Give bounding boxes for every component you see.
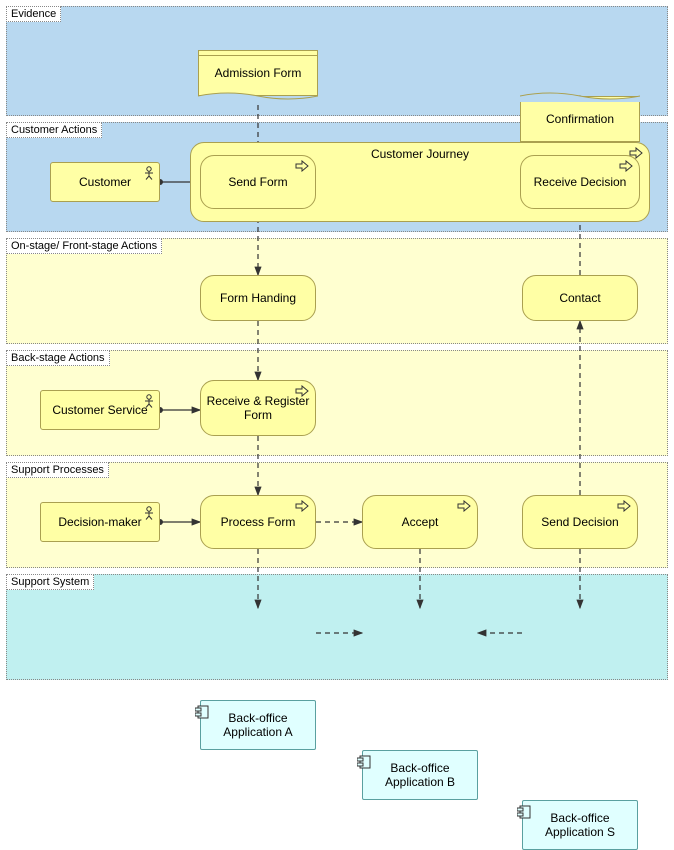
node-process_form: Process Form xyxy=(200,495,316,549)
node-decision_maker: Decision-maker xyxy=(40,502,160,542)
node-label-receive_decision: Receive Decision xyxy=(534,175,627,189)
node-cust_service: Customer Service xyxy=(40,390,160,430)
node-label-decision_maker: Decision-maker xyxy=(58,515,141,529)
lane-label-support_s: Support System xyxy=(6,574,94,590)
node-customer: Customer xyxy=(50,162,160,202)
node-label-contact: Contact xyxy=(559,291,600,305)
lane-support_s: Support System xyxy=(6,574,668,680)
node-label-recv_register: Receive & Register Form xyxy=(205,394,311,422)
node-label-confirmation: Confirmation xyxy=(546,112,614,126)
node-confirmation: Confirmation xyxy=(520,96,640,142)
node-accept: Accept xyxy=(362,495,478,549)
node-label-send_decision: Send Decision xyxy=(541,515,618,529)
node-contact: Contact xyxy=(522,275,638,321)
node-label-app_a: Back-office Application A xyxy=(205,711,311,739)
node-label-admission_form: Admission Form xyxy=(215,66,302,80)
node-label-cust_service: Customer Service xyxy=(52,403,147,417)
evidence-wave-admission_form xyxy=(198,92,318,102)
node-label-customer: Customer xyxy=(79,175,131,189)
lane-label-onstage: On-stage/ Front-stage Actions xyxy=(6,238,162,254)
node-app_s: Back-office Application S xyxy=(522,800,638,850)
lane-label-evidence: Evidence xyxy=(6,6,61,22)
node-form_handing: Form Handing xyxy=(200,275,316,321)
diagram-canvas: Evidence Customer Actions On-stage/ Front-… xyxy=(0,0,674,698)
node-label-process_form: Process Form xyxy=(221,515,296,529)
node-receive_decision: Receive Decision xyxy=(520,155,640,209)
node-send_form: Send Form xyxy=(200,155,316,209)
lane-label-support_p: Support Processes xyxy=(6,462,109,478)
lane-label-backstage: Back-stage Actions xyxy=(6,350,110,366)
node-app_a: Back-office Application A xyxy=(200,700,316,750)
node-label-form_handing: Form Handing xyxy=(220,291,296,305)
node-label-app_s: Back-office Application S xyxy=(527,811,633,839)
lane-label-cust_act: Customer Actions xyxy=(6,122,102,138)
node-label-app_b: Back-office Application B xyxy=(367,761,473,789)
node-recv_register: Receive & Register Form xyxy=(200,380,316,436)
node-app_b: Back-office Application B xyxy=(362,750,478,800)
node-label-send_form: Send Form xyxy=(228,175,287,189)
node-admission_form: Admission Form xyxy=(198,50,318,96)
node-label-accept: Accept xyxy=(402,515,439,529)
evidence-wave-confirmation xyxy=(520,92,640,102)
node-send_decision: Send Decision xyxy=(522,495,638,549)
